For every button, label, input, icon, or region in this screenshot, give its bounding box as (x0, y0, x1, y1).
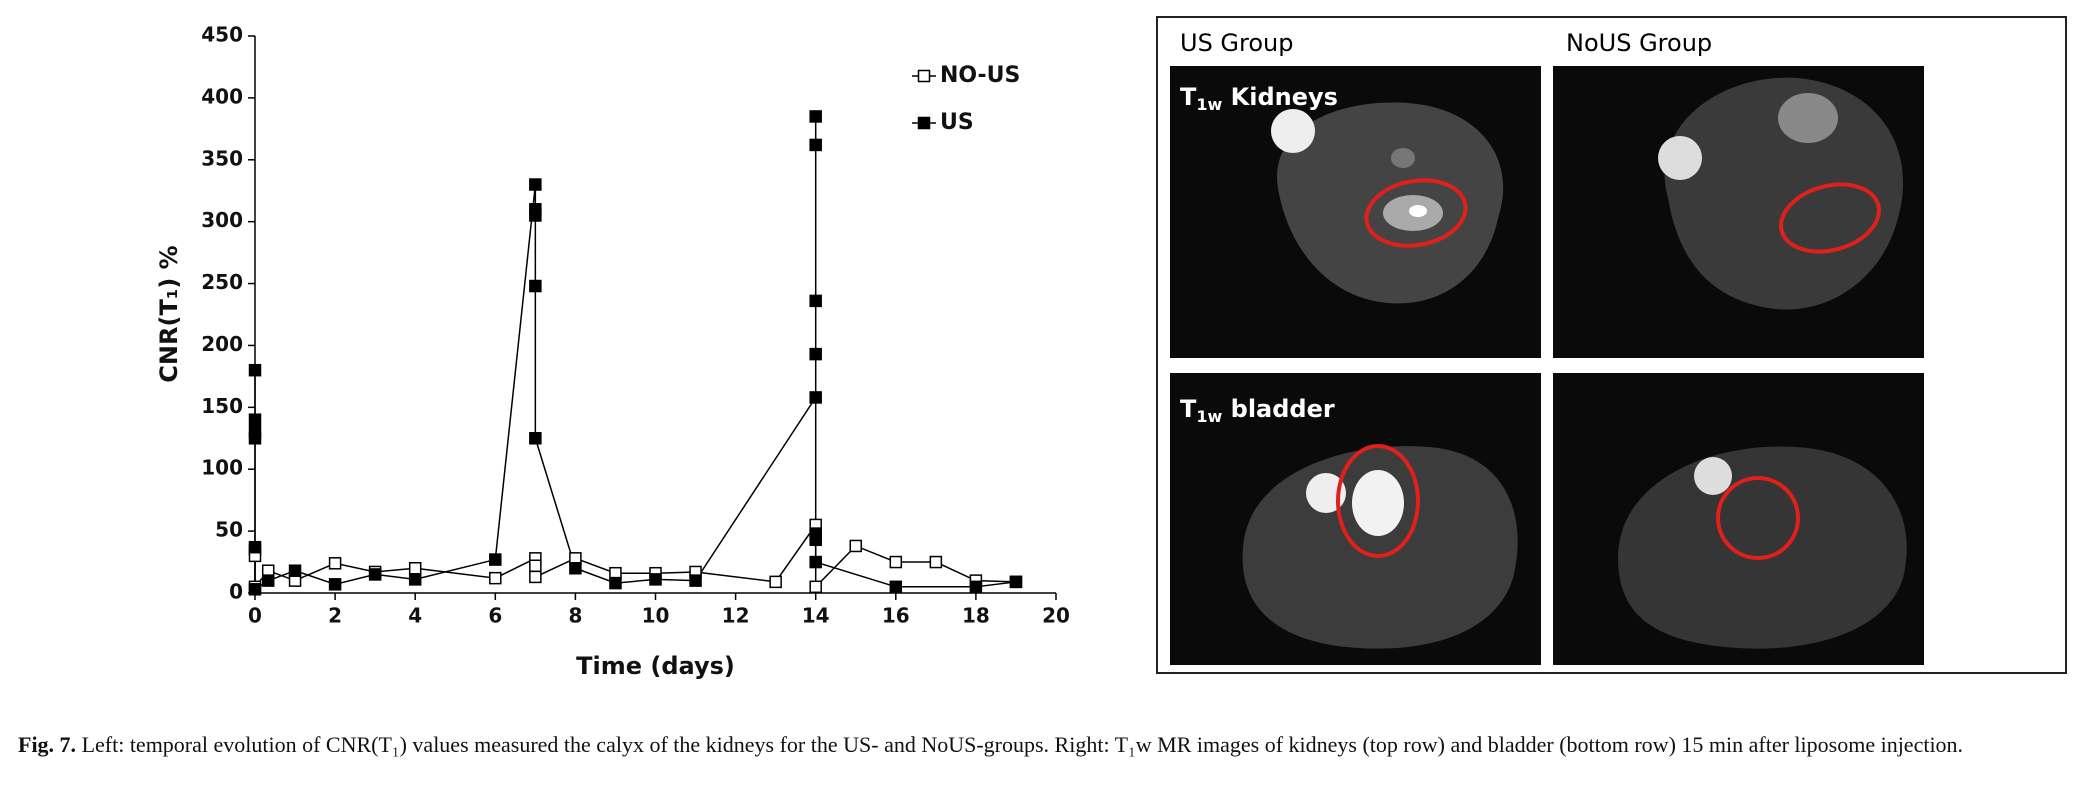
y-axis-title: CNR(T₁) % (155, 245, 183, 382)
legend-marker (917, 116, 931, 130)
data-point (529, 570, 542, 584)
data-point (889, 580, 903, 594)
caption: Fig. 7. Left: temporal evolution of CNR(… (18, 730, 2068, 759)
y-tick-label: 50 (215, 518, 243, 542)
y-tick-label: 200 (201, 332, 243, 356)
data-point (809, 580, 822, 594)
x-tick-label: 12 (722, 604, 750, 628)
data-point (489, 553, 502, 566)
x-tick-label: 0 (248, 604, 262, 628)
calyx (1409, 205, 1427, 217)
reference-tube (1658, 136, 1702, 180)
data-point (609, 576, 622, 590)
roi-circle (1364, 178, 1468, 248)
y-tick-label: 150 (201, 394, 243, 418)
data-point (288, 564, 302, 577)
data-point (529, 178, 542, 191)
col-header: US Group (1180, 29, 1294, 57)
col-header: NoUS Group (1566, 29, 1712, 57)
bladder (1352, 470, 1404, 536)
legend-label: US (940, 110, 974, 135)
roi-circle (1336, 444, 1420, 558)
body-slice (1664, 77, 1904, 310)
data-point (809, 110, 822, 123)
row-label-sub: 1w (1196, 95, 1222, 114)
data-point (529, 209, 542, 222)
data-point (328, 578, 342, 591)
data-point (408, 573, 422, 586)
legend-marker (917, 69, 931, 83)
data-point (889, 555, 903, 569)
x-tick-label: 6 (488, 604, 502, 628)
data-point (809, 533, 822, 547)
data-point (248, 583, 262, 596)
row-label-main: T (1180, 83, 1197, 111)
x-tick-label: 16 (882, 604, 910, 628)
image-panel: US Group NoUS Group T1w Kidneys T1w blad… (1156, 16, 2067, 674)
y-tick-label: 350 (201, 146, 243, 170)
data-point (849, 539, 862, 553)
data-point (769, 575, 782, 589)
data-point (529, 279, 542, 293)
roi-circle (1716, 476, 1800, 560)
row-label-rest: Kidneys (1222, 83, 1338, 111)
x-tick-label: 18 (962, 604, 990, 628)
row-label: T1w bladder (1180, 395, 1335, 426)
reference-tube (1271, 109, 1315, 153)
data-point (809, 555, 822, 569)
data-point (248, 425, 262, 439)
data-point (809, 391, 822, 404)
data-point (368, 568, 382, 581)
x-tick-label: 4 (408, 604, 422, 628)
x-tick-label: 2 (328, 604, 342, 628)
data-point (529, 559, 542, 573)
row-label-rest: bladder (1222, 395, 1335, 423)
caption-label: Fig. 7. (18, 732, 77, 757)
series-line (254, 116, 1017, 591)
y-tick-label: 250 (201, 270, 243, 294)
roi-circle (1778, 182, 1882, 254)
data-point (328, 557, 342, 570)
x-tick-label: 10 (642, 604, 670, 628)
data-point (929, 555, 943, 569)
y-tick-label: 450 (201, 23, 243, 47)
data-point (248, 363, 262, 377)
data-point (969, 580, 983, 594)
data-point (689, 574, 702, 587)
data-point (809, 347, 822, 361)
row-label: T1w Kidneys (1180, 83, 1338, 114)
data-point (529, 432, 542, 445)
data-point (261, 574, 275, 587)
data-point (569, 561, 582, 575)
data-point (408, 561, 422, 575)
caption-text: Left: temporal evolution of CNR(T₁) valu… (76, 732, 1964, 757)
organ (1778, 93, 1838, 143)
y-tick-label: 300 (201, 208, 243, 232)
x-tick-label: 20 (1042, 604, 1070, 628)
data-point (489, 571, 502, 585)
body-slice (1618, 446, 1907, 649)
data-point (248, 540, 262, 554)
legend-label: NO-US (940, 63, 1020, 88)
y-tick-label: 0 (229, 580, 243, 604)
data-point (649, 573, 662, 586)
data-point (809, 294, 822, 308)
x-tick-label: 14 (802, 604, 830, 628)
organ (1391, 148, 1415, 168)
y-tick-label: 400 (201, 84, 243, 108)
x-axis-title: Time (days) (576, 652, 735, 680)
data-point (1009, 575, 1023, 589)
data-point (248, 413, 262, 426)
data-point (809, 138, 822, 152)
reference-tube (1306, 473, 1346, 513)
chart: 0 50 100 150 200 250 300 350 400 450 0 2 4 6 8 10 12 14 16… (155, 23, 1070, 681)
row-label-main: T (1180, 395, 1197, 423)
y-tick-label: 100 (201, 456, 243, 480)
reference-tube (1694, 457, 1732, 495)
x-tick-label: 8 (568, 604, 582, 628)
row-label-sub: 1w (1196, 407, 1222, 426)
